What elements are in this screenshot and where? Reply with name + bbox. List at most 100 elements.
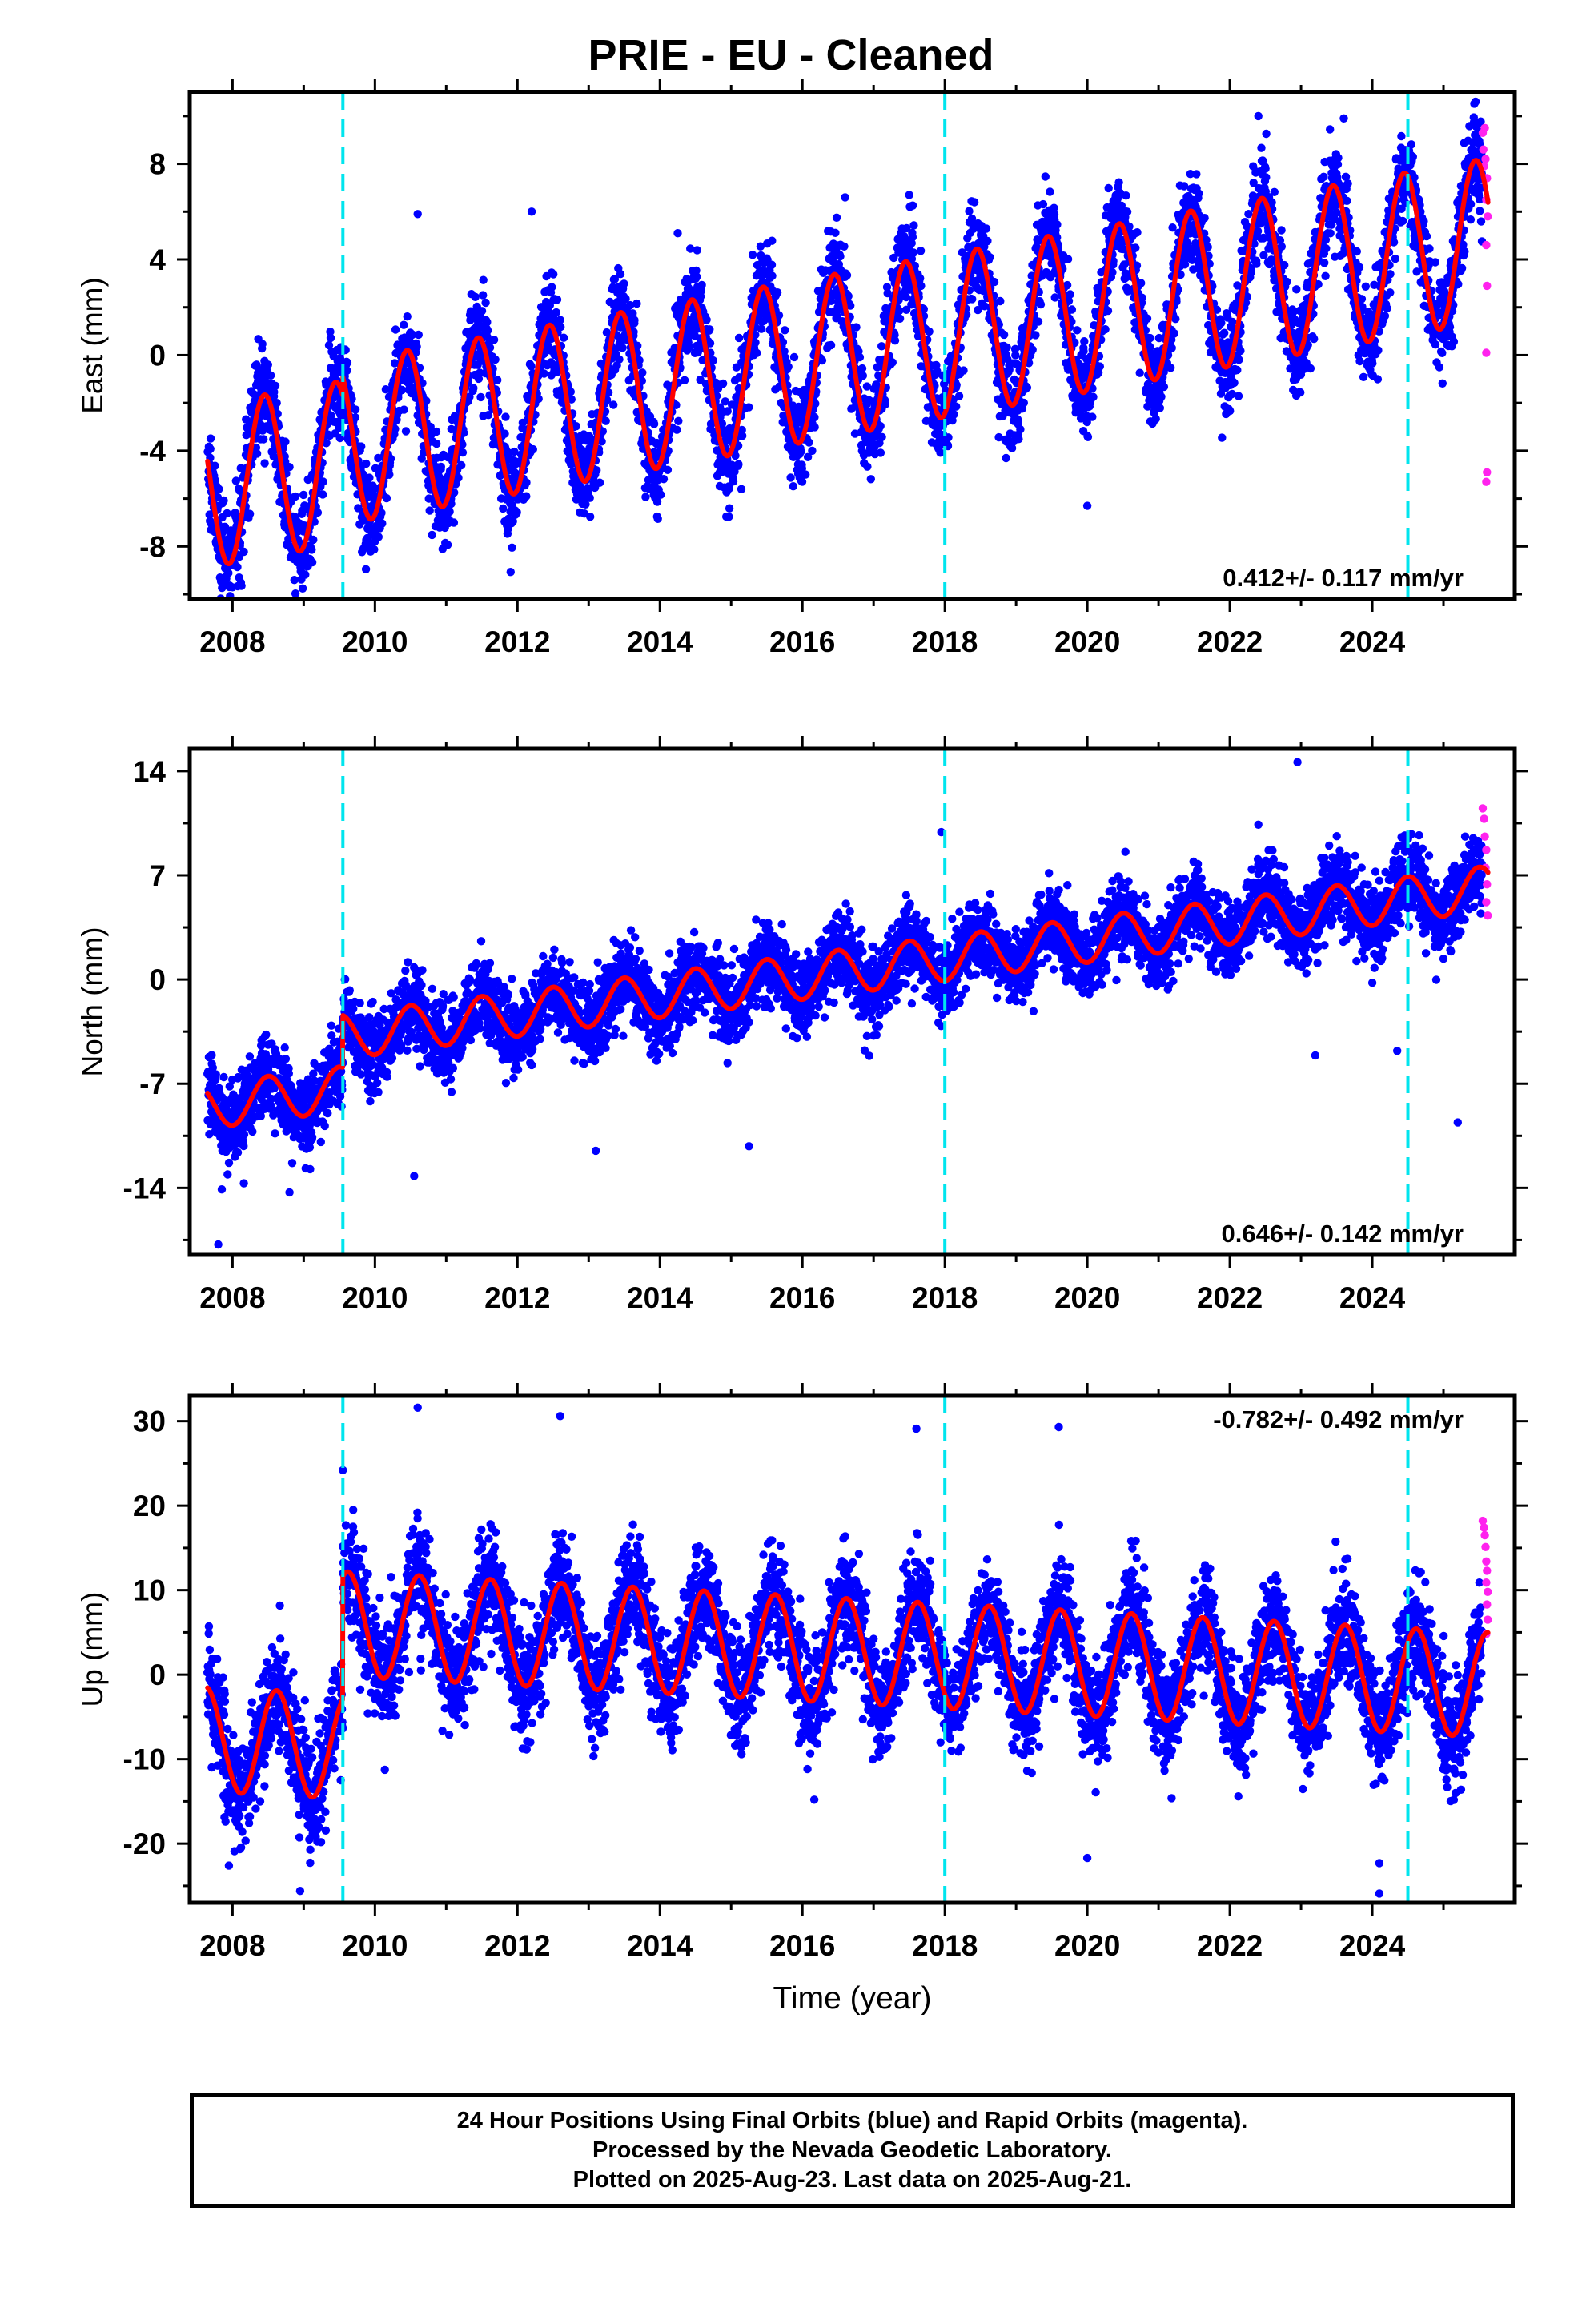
data-point: [767, 260, 777, 269]
data-point: [326, 333, 335, 343]
data-point: [996, 296, 1005, 306]
data-point: [1067, 305, 1077, 314]
data-point: [1296, 388, 1305, 397]
data-point: [866, 475, 876, 484]
chart-title: PRIE - EU - Cleaned: [588, 31, 994, 79]
data-point: [959, 366, 968, 375]
data-point: [840, 242, 849, 251]
data-point: [737, 485, 746, 493]
data-point: [729, 477, 738, 486]
data-point: [970, 198, 979, 207]
data-point: [272, 399, 281, 408]
data-point: [663, 465, 673, 474]
data-point: [738, 432, 747, 440]
data-point: [322, 439, 331, 448]
data-point: [895, 306, 904, 316]
data-point: [925, 327, 934, 336]
data-point: [454, 473, 463, 482]
data-point: [457, 460, 466, 470]
data-point: [491, 355, 500, 364]
data-point: [725, 513, 733, 521]
data-point: [281, 437, 290, 446]
data-point: [307, 545, 316, 554]
data-point: [512, 508, 521, 517]
data-point: [909, 248, 918, 257]
data-point: [522, 492, 531, 501]
data-point: [378, 519, 387, 528]
data-point: [479, 275, 488, 284]
data-point: [449, 518, 459, 527]
data-point: [734, 333, 744, 343]
data-point: [890, 336, 900, 345]
data-point: [1036, 300, 1046, 309]
data-point: [709, 356, 717, 365]
data-point: [585, 493, 594, 502]
data-point: [1073, 326, 1082, 335]
data-point: [831, 228, 840, 237]
data-point: [1226, 406, 1235, 416]
data-point: [1230, 378, 1239, 388]
data-point: [267, 371, 275, 380]
data-point: [527, 362, 536, 371]
data-point: [219, 496, 228, 505]
data-point: [1283, 277, 1291, 287]
data-point: [1236, 346, 1245, 356]
data-point: [403, 312, 412, 321]
east-final-orbit-points: [203, 97, 1487, 599]
data-point: [1028, 345, 1037, 354]
data-point: [1261, 164, 1270, 173]
data-point: [753, 348, 761, 357]
data-point: [1292, 285, 1301, 294]
data-point: [862, 382, 872, 391]
data-point: [1046, 187, 1054, 196]
data-point: [1002, 453, 1010, 463]
data-point: [855, 352, 865, 362]
data-point: [748, 251, 757, 259]
data-point: [258, 340, 267, 348]
data-point: [877, 432, 886, 441]
data-point: [1016, 425, 1025, 434]
data-point: [601, 416, 610, 425]
data-point: [954, 392, 964, 400]
data-point: [797, 447, 805, 456]
data-point: [540, 369, 548, 378]
data-point: [810, 423, 819, 432]
data-point: [673, 425, 681, 434]
data-point: [252, 360, 261, 369]
data-point: [1053, 220, 1062, 229]
data-point: [559, 333, 568, 342]
data-point: [552, 295, 562, 304]
data-point: [990, 277, 999, 287]
data-point: [291, 589, 300, 598]
data-point: [501, 412, 510, 421]
data-point: [401, 427, 411, 436]
data-point: [895, 314, 905, 323]
data-point: [784, 362, 793, 372]
data-point: [508, 543, 516, 552]
data-point: [1038, 199, 1048, 209]
data-point: [916, 274, 925, 283]
data-point: [1159, 382, 1169, 392]
data-point: [260, 459, 269, 468]
data-point: [789, 352, 799, 362]
data-point: [1079, 347, 1088, 356]
data-point: [365, 473, 374, 482]
data-point: [881, 400, 890, 409]
data-point: [1167, 344, 1176, 352]
data-point: [489, 336, 499, 344]
data-point: [370, 545, 379, 554]
data-point: [443, 541, 452, 549]
data-point: [1137, 279, 1146, 287]
data-point: [335, 354, 345, 363]
data-point: [1101, 325, 1110, 334]
data-point: [213, 493, 223, 502]
data-point: [1280, 260, 1289, 270]
data-point: [586, 513, 595, 521]
data-point: [659, 475, 669, 484]
data-point: [986, 253, 994, 262]
data-point: [481, 298, 490, 308]
data-point: [313, 508, 323, 517]
data-point: [556, 322, 565, 332]
data-point: [1306, 364, 1315, 373]
data-point: [917, 281, 926, 291]
